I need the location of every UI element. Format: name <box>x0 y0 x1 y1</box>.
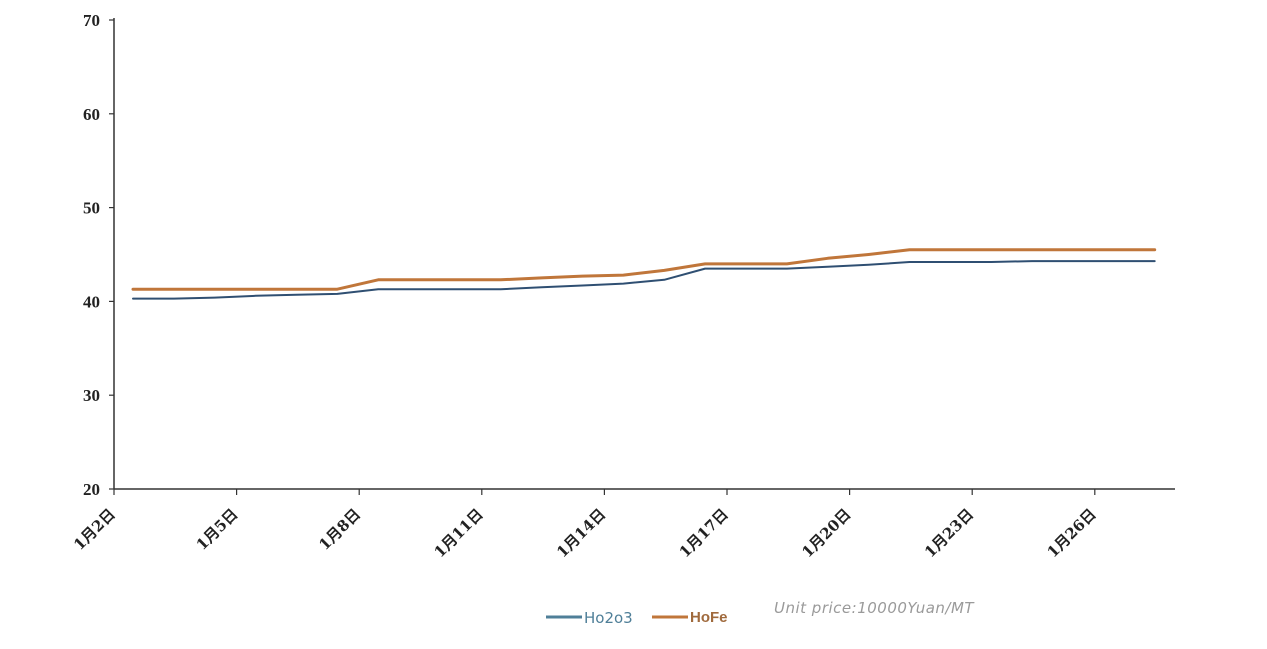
y-axis-ticks: 20 30 40 50 60 70 <box>83 11 114 499</box>
x-tick-label: 1月8日 <box>315 505 364 554</box>
x-tick-label: 1月2日 <box>70 505 119 554</box>
y-tick-label: 20 <box>83 480 100 499</box>
x-axis-ticks: 1月2日 1月5日 1月8日 1月11日 1月14日 1月17日 1月20日 1月23日 1月2… <box>70 489 1100 561</box>
y-tick-label: 60 <box>83 105 100 124</box>
legend: Ho2o3 HoFe <box>546 609 728 627</box>
legend-label-hofe: HoFe <box>690 609 728 626</box>
series-line-hofe <box>131 248 1157 291</box>
legend-label-ho2o3: Ho2o3 <box>584 609 633 627</box>
x-tick-label: 1月26日 <box>1044 505 1100 561</box>
series-layer <box>131 248 1157 300</box>
unit-price-annotation: Unit price:10000Yuan/MT <box>774 599 975 617</box>
x-tick-label: 1月5日 <box>193 505 242 554</box>
x-tick-label: 1月17日 <box>676 505 732 561</box>
y-tick-label: 70 <box>83 11 100 30</box>
x-tick-label: 1月14日 <box>553 505 609 561</box>
y-tick-label: 40 <box>83 292 100 311</box>
x-tick-label: 1月20日 <box>798 505 854 561</box>
x-tick-label: 1月23日 <box>921 505 977 561</box>
y-tick-label: 50 <box>83 199 100 218</box>
chart-axes <box>113 18 1175 490</box>
x-tick-label: 1月11日 <box>431 505 487 561</box>
series-line-ho2o3 <box>132 260 1156 300</box>
y-tick-label: 30 <box>83 386 100 405</box>
